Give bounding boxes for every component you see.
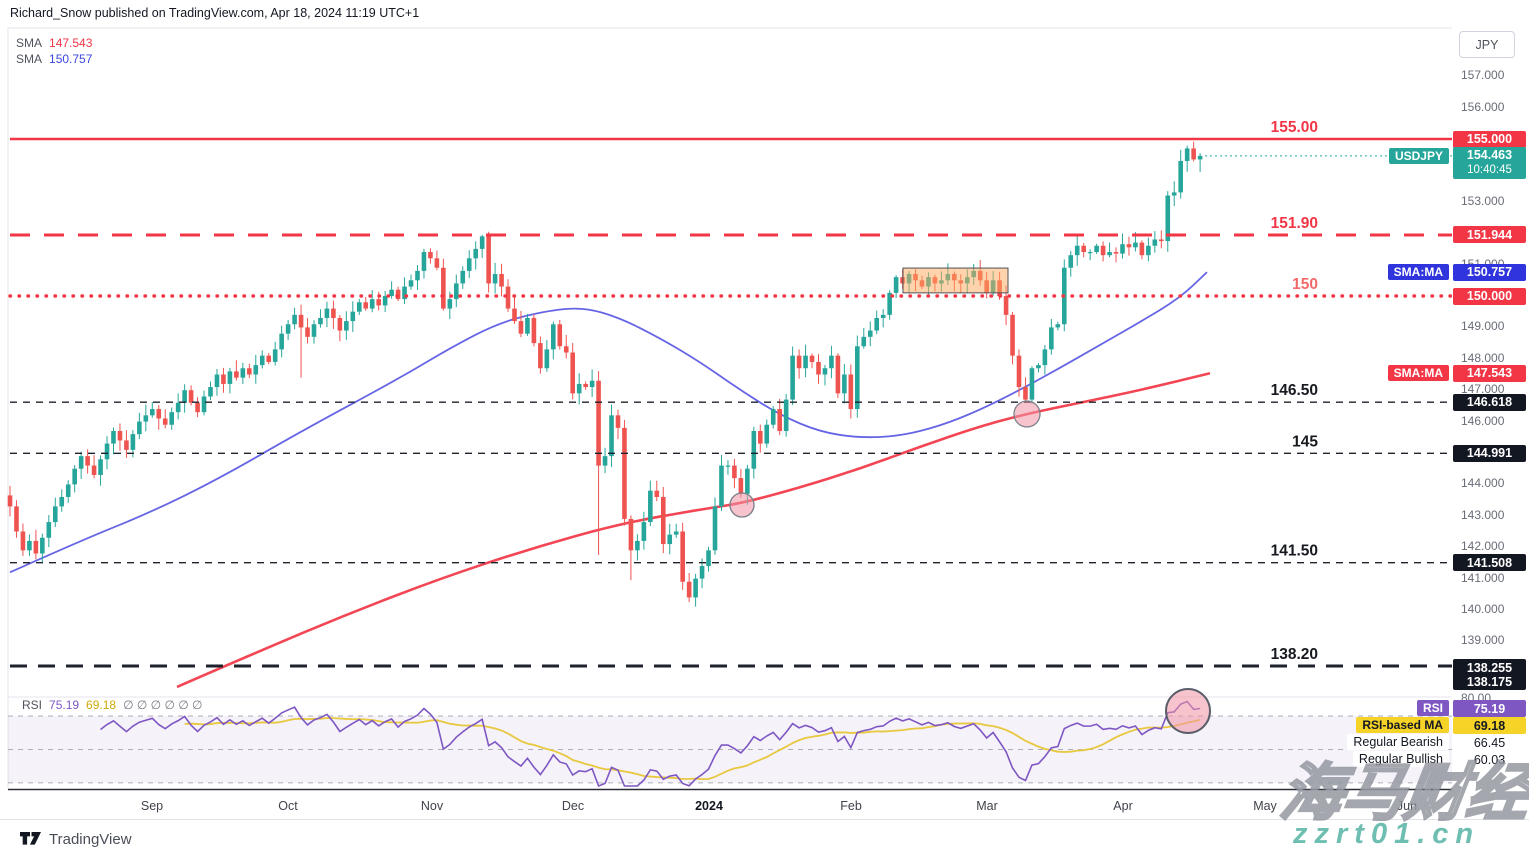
price-tick: 153.000 [1461, 193, 1505, 208]
series-axis-label: SMA:MA [1387, 264, 1449, 280]
series-axis-label: SMA:MA [1387, 365, 1449, 381]
price-badge: 138.175 [1453, 673, 1526, 690]
price-tick: 157.000 [1461, 68, 1505, 83]
price-tick: 149.000 [1461, 319, 1505, 334]
highlight-circle [1165, 688, 1211, 734]
rsi-label: RSI [22, 698, 43, 712]
tradingview-logo-text: TradingView [49, 831, 132, 848]
tradingview-logo[interactable]: TradingView [20, 831, 132, 848]
level-label: 146.50 [1271, 382, 1318, 399]
rsi-axis-label: RSI-based MA [1356, 717, 1449, 733]
price-badge: 141.508 [1453, 554, 1526, 572]
rsi-ma-value: 69.18 [86, 698, 117, 712]
tradingview-logo-icon [20, 831, 41, 845]
sma-legend-row[interactable]: SMA 150.757 [16, 51, 92, 67]
sma-value: 150.757 [49, 52, 93, 66]
price-badge: 144.991 [1453, 444, 1526, 462]
level-label: 138.20 [1271, 646, 1318, 663]
rsi-axis-badge: 75.19 [1453, 700, 1526, 717]
price-badge: 155.000 [1453, 130, 1526, 148]
rsi-axis-value: 60.03 [1453, 751, 1526, 768]
time-label: Nov [420, 799, 444, 813]
series-axis-label: USDJPY [1388, 148, 1449, 164]
rsi-empty-inputs: ∅ ∅ ∅ ∅ ∅ ∅ [123, 698, 203, 712]
rsi-value: 75.19 [49, 698, 80, 712]
time-label: Feb [840, 799, 862, 813]
sma-value: 147.543 [49, 36, 93, 50]
price-tick: 140.000 [1461, 602, 1505, 616]
price-badge: 150.000 [1453, 287, 1526, 305]
time-label: May [1253, 799, 1277, 813]
price-badge: 147.543 [1453, 364, 1526, 382]
time-label: Apr [1113, 799, 1133, 813]
watermark-url: zzrt01.cn [1293, 818, 1481, 850]
time-label: Sep [140, 799, 164, 813]
indicator-legend: SMA 147.543 SMA 150.757 [16, 35, 92, 67]
level-label: 155.00 [1271, 119, 1318, 136]
price-tick: 148.000 [1461, 350, 1505, 365]
rsi-axis-value: 66.45 [1453, 734, 1526, 751]
sma-label: SMA [16, 36, 43, 50]
price-tick: 147.000 [1461, 382, 1505, 397]
time-label: 2024 [695, 799, 723, 813]
price-badge: 151.944 [1453, 226, 1526, 244]
countdown-timer: 10:40:45 [1467, 164, 1512, 176]
rsi-axis-label: Regular Bearish [1347, 734, 1449, 750]
highlight-circle [1013, 400, 1041, 428]
time-label: Dec [561, 799, 585, 813]
rsi-legend-row[interactable]: RSI 75.19 69.18 ∅ ∅ ∅ ∅ ∅ ∅ [22, 698, 209, 712]
level-label: 151.90 [1271, 215, 1318, 232]
price-tick: 146.000 [1461, 413, 1505, 428]
time-label: Jun [1396, 799, 1418, 813]
currency-toggle-button[interactable]: JPY [1459, 31, 1515, 58]
price-badge: 138.255 [1453, 659, 1526, 676]
price-badge: 146.618 [1453, 393, 1526, 411]
price-badge: 150.757 [1453, 263, 1526, 281]
level-label: 141.50 [1271, 543, 1318, 560]
price-tick: 156.000 [1461, 99, 1505, 114]
price-tick: 139.000 [1461, 633, 1505, 648]
sma-label: SMA [16, 52, 43, 66]
last-price-value: 154.463 [1466, 148, 1513, 162]
publish-caption: Richard_Snow published on TradingView.co… [10, 6, 420, 20]
price-tick: 143.000 [1461, 507, 1505, 522]
rsi-axis-label: RSI [1416, 700, 1449, 716]
time-label: Oct [278, 799, 298, 813]
level-label: 145 [1292, 433, 1318, 450]
last-price-badge: 154.463 10:40:45 [1453, 147, 1526, 179]
time-label: Mar [976, 799, 998, 813]
price-tick: 142.000 [1461, 539, 1505, 554]
rsi-axis-badge: 69.18 [1453, 717, 1526, 734]
price-tick: 144.000 [1461, 476, 1505, 491]
highlight-circle [729, 492, 755, 518]
level-label: 150 [1292, 276, 1318, 293]
sma-legend-row[interactable]: SMA 147.543 [16, 35, 92, 51]
price-tick: 141.000 [1461, 570, 1505, 585]
rsi-axis-label: Regular Bullish [1352, 751, 1449, 767]
